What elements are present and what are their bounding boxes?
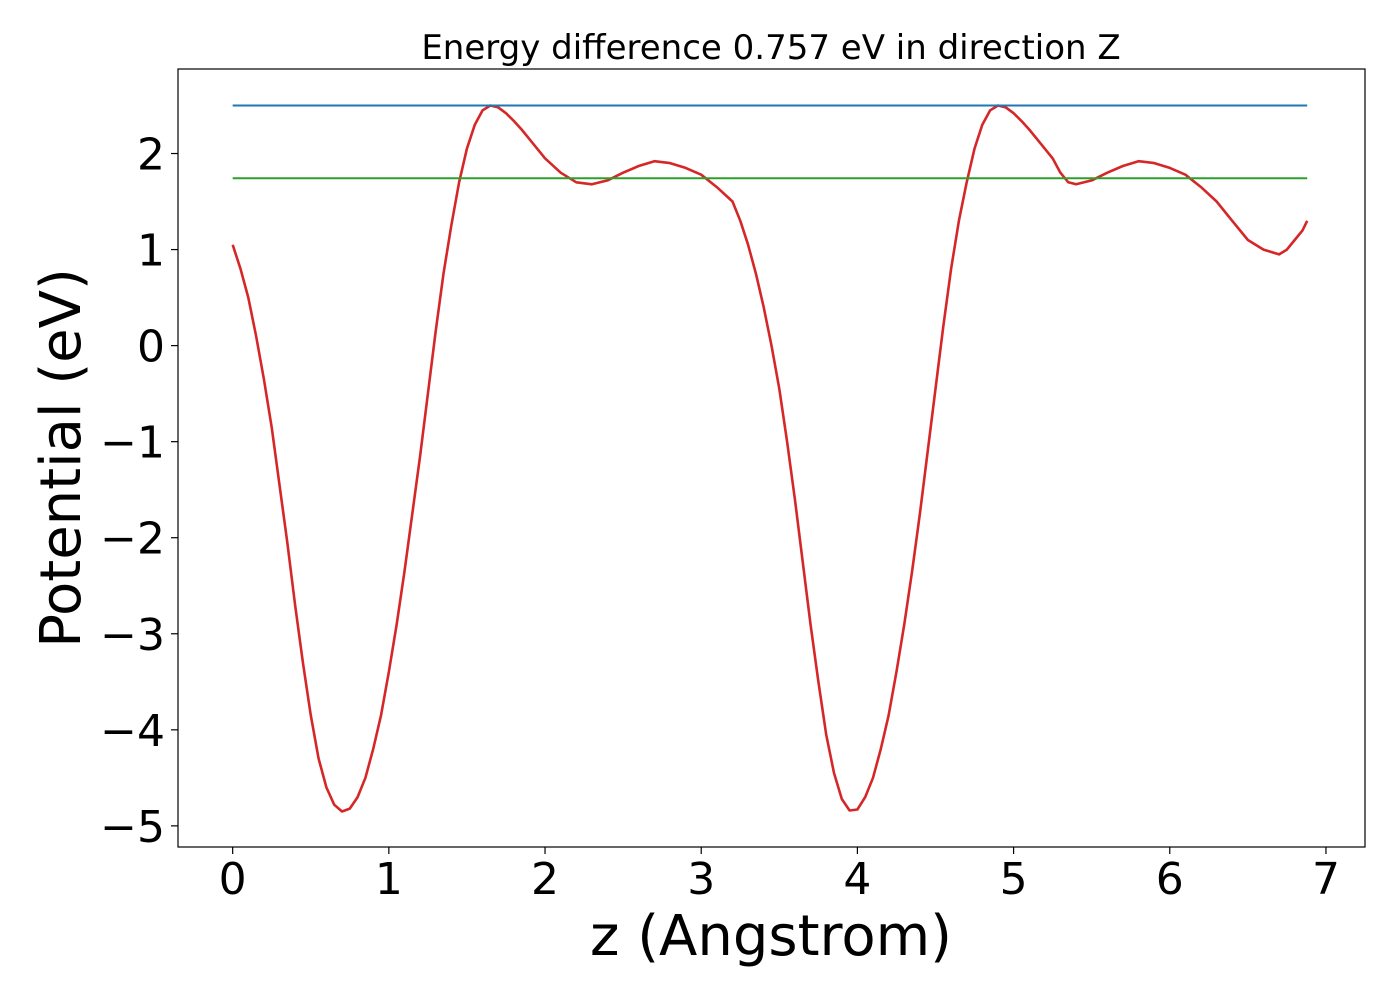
y-axis-ticks: −5 −4 −3 −2 −1 0 1 2 xyxy=(100,130,178,853)
y-tick-label: 2 xyxy=(137,130,165,181)
y-tick-label: 0 xyxy=(137,322,165,373)
x-tick-label: 3 xyxy=(687,854,715,905)
y-tick-label: −1 xyxy=(100,418,165,469)
plot-area xyxy=(231,104,1309,813)
x-tick-label: 6 xyxy=(1156,854,1184,905)
x-tick-label: 4 xyxy=(843,854,871,905)
y-tick-label: 1 xyxy=(137,226,165,277)
x-tick-label: 5 xyxy=(1000,854,1028,905)
x-tick-label: 0 xyxy=(219,854,247,905)
y-tick-label: −5 xyxy=(100,802,165,853)
axes-frame xyxy=(177,68,1366,848)
potential-curve xyxy=(231,104,1309,813)
y-tick-label: −2 xyxy=(100,514,165,565)
x-tick-label: 1 xyxy=(375,854,403,905)
y-tick-label: −4 xyxy=(100,706,165,757)
y-axis-label: Potential (eV) xyxy=(29,268,94,648)
x-axis-label: z (Angstrom) xyxy=(590,904,952,969)
x-tick-label: 7 xyxy=(1312,854,1340,905)
y-tick-label: −3 xyxy=(100,610,165,661)
x-tick-label: 2 xyxy=(531,854,559,905)
chart-title: Energy difference 0.757 eV in direction … xyxy=(421,28,1120,68)
x-axis-ticks: 0 1 2 3 4 5 6 7 xyxy=(219,847,1340,905)
